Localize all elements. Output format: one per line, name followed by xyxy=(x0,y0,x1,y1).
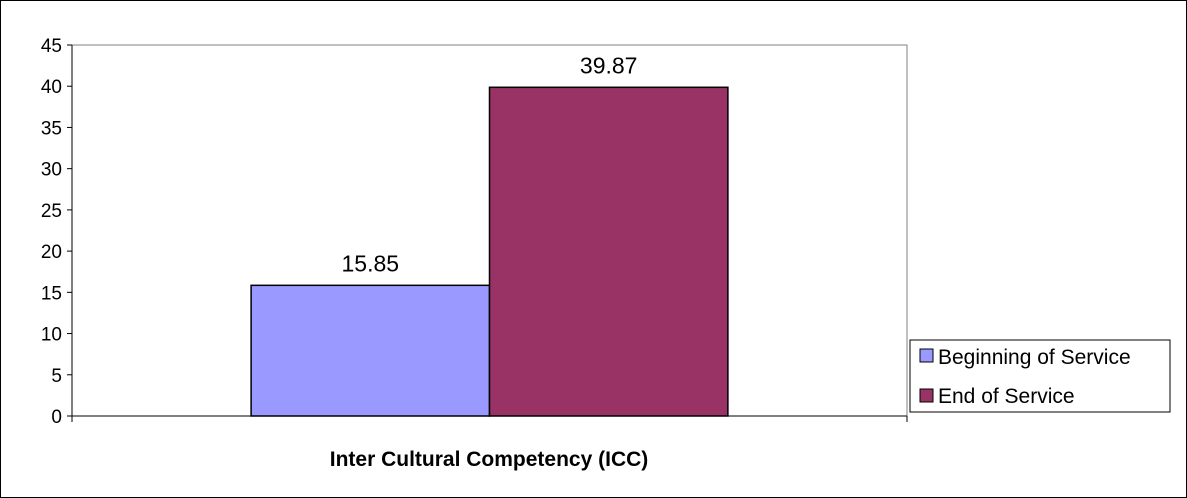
bar-end-of-service xyxy=(488,86,729,417)
legend-swatch-beginning xyxy=(919,348,934,363)
y-tick-label: 5 xyxy=(51,366,62,387)
legend-box xyxy=(909,339,1171,413)
data-label-end-of-service: 39.87 xyxy=(580,52,638,78)
data-label-beginning-of-service: 15.85 xyxy=(342,250,400,276)
y-tick-label: 25 xyxy=(41,201,62,222)
y-tick-label: 45 xyxy=(41,36,62,57)
y-tick-label: 0 xyxy=(51,407,62,428)
x-axis xyxy=(71,415,908,422)
y-tick-label: 30 xyxy=(41,160,62,181)
y-tick-label: 35 xyxy=(41,118,62,139)
legend-swatch-end xyxy=(919,388,934,403)
y-tick-label: 10 xyxy=(41,325,62,346)
legend: Beginning of Service End of Service xyxy=(909,339,1171,413)
y-axis: 0 5 10 15 20 25 30 35 40 45 xyxy=(41,36,73,428)
category-label: Inter Cultural Competency (ICC) xyxy=(330,448,649,471)
y-tick-label: 40 xyxy=(41,77,62,98)
data-labels: 15.85 39.87 xyxy=(342,52,638,276)
y-tick-label: 20 xyxy=(41,242,62,263)
legend-label-beginning: Beginning of Service xyxy=(938,346,1131,369)
legend-label-end: End of Service xyxy=(938,385,1075,408)
y-tick-label: 15 xyxy=(41,283,62,304)
bars xyxy=(250,86,729,417)
bar-beginning-of-service xyxy=(250,284,491,417)
